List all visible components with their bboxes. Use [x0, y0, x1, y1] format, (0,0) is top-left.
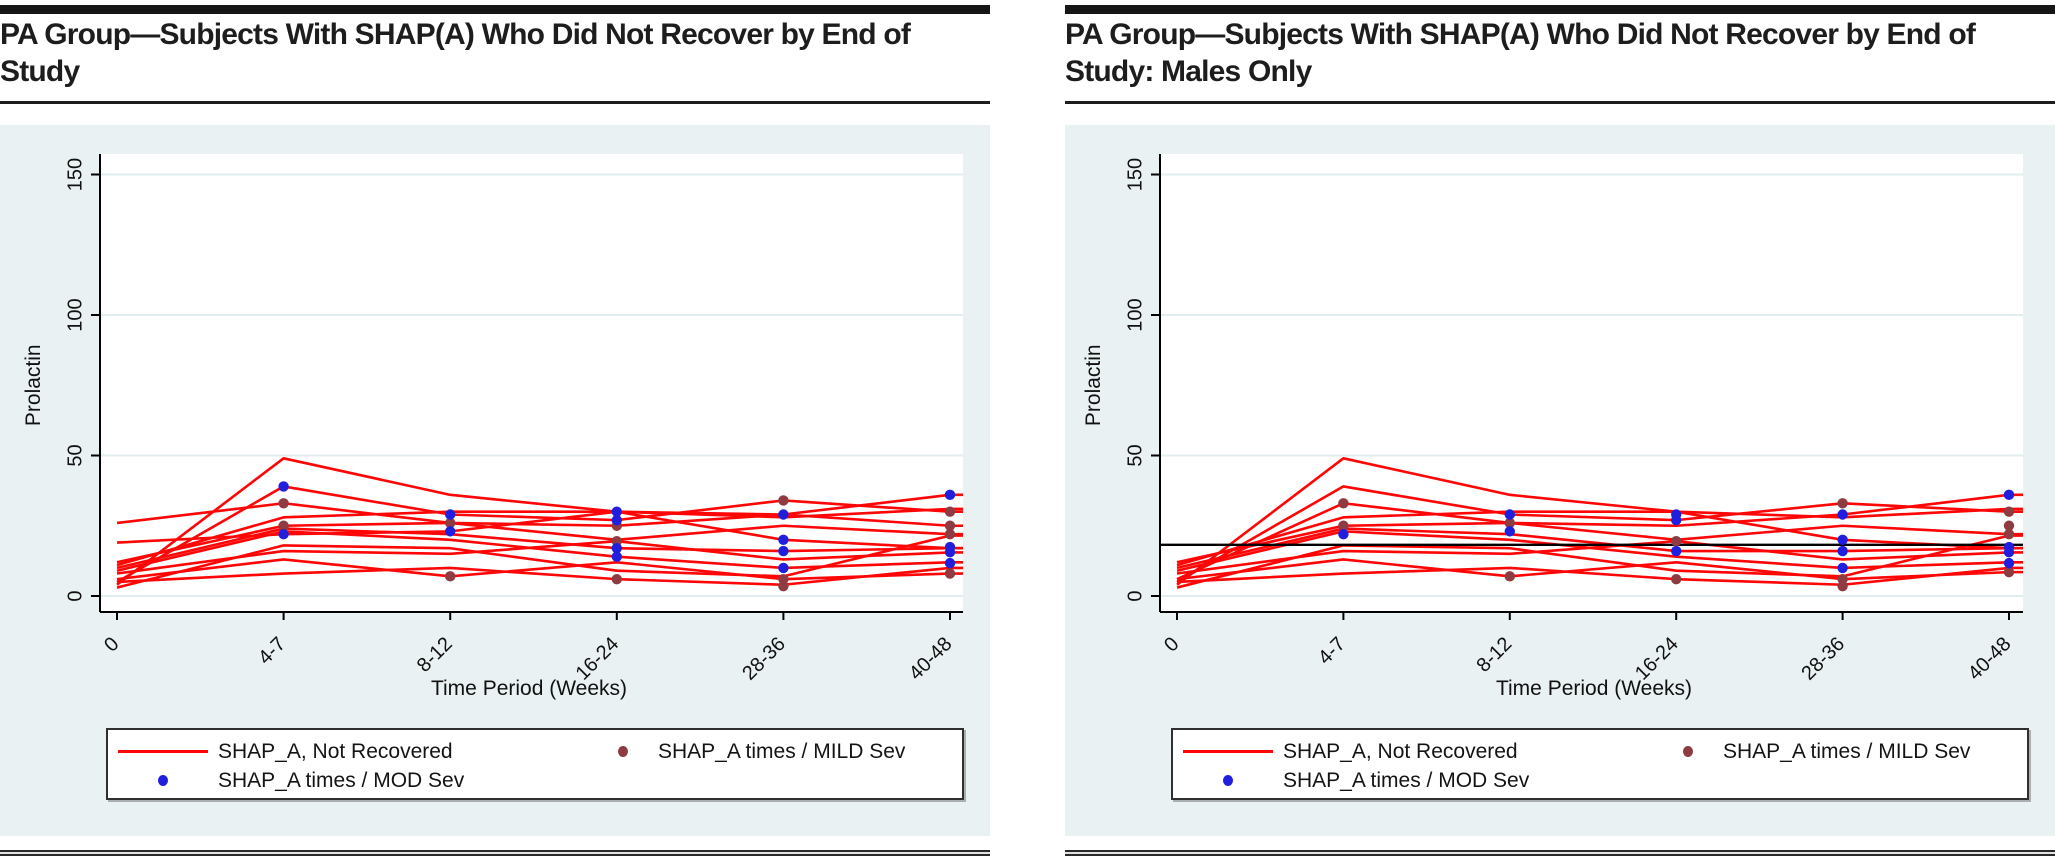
svg-text:Prolactin: Prolactin	[22, 344, 45, 426]
svg-text:50: 50	[64, 444, 86, 466]
legend-label-mod: SHAP_A times / MOD Sev	[1283, 768, 1530, 792]
title-underline	[0, 101, 990, 104]
legend-row: SHAP_A times / MOD Sev	[108, 766, 962, 795]
legend-row: SHAP_A, Not Recovered SHAP_A times / MIL…	[1173, 737, 2027, 766]
top-rule	[0, 5, 990, 14]
svg-text:0: 0	[1160, 633, 1183, 656]
legend-mod-dot-icon	[158, 775, 168, 786]
svg-text:8-12: 8-12	[1472, 633, 1516, 677]
legend-label-mild: SHAP_A times / MILD Sev	[1723, 739, 1971, 763]
panel-left: PA Group—Subjects With SHAP(A) Who Did N…	[0, 0, 990, 863]
svg-text:150: 150	[64, 158, 86, 191]
top-rule	[1065, 5, 2055, 14]
legend-mod-dot-icon	[1223, 775, 1233, 786]
svg-text:100: 100	[64, 298, 86, 331]
legend-label-not-recovered: SHAP_A, Not Recovered	[1283, 739, 1518, 763]
bottom-rule	[1065, 850, 2055, 856]
svg-text:4-7: 4-7	[254, 633, 290, 669]
bottom-rule	[0, 850, 990, 856]
plot-region: 0 50 100 150 0 4-7 8-12 16-24 28-36 40-48 Prolacti…	[0, 125, 990, 836]
svg-text:8-12: 8-12	[413, 633, 457, 677]
legend-row: SHAP_A times / MOD Sev	[1173, 766, 2027, 795]
legend-row: SHAP_A, Not Recovered SHAP_A times / MIL…	[108, 737, 962, 766]
chart-title: PA Group—Subjects With SHAP(A) Who Did N…	[0, 18, 911, 88]
svg-text:50: 50	[1124, 444, 1146, 466]
x-axis-title: Time Period (Weeks)	[1495, 677, 1693, 700]
svg-text:100: 100	[1124, 298, 1146, 331]
legend-label-mod: SHAP_A times / MOD Sev	[218, 768, 465, 792]
legend-mild-dot-icon	[618, 746, 628, 757]
legend-line-symbol	[1183, 750, 1273, 753]
svg-text:0: 0	[64, 590, 86, 601]
svg-text:150: 150	[1124, 158, 1146, 191]
legend-label-mild: SHAP_A times / MILD Sev	[658, 739, 906, 763]
svg-text:0: 0	[100, 633, 123, 656]
x-axis-title: Time Period (Weeks)	[430, 677, 628, 700]
plot-region: 0 50 100 150 0 4-7 8-12 16-24 28-36 40-48 Prolacti…	[1065, 125, 2055, 836]
svg-text:0: 0	[1124, 590, 1146, 601]
chart-title: PA Group—Subjects With SHAP(A) Who Did N…	[1065, 18, 1976, 88]
legend: SHAP_A, Not Recovered SHAP_A times / MIL…	[1171, 728, 2029, 800]
legend-line-symbol	[118, 750, 208, 753]
legend-label-not-recovered: SHAP_A, Not Recovered	[218, 739, 453, 763]
title-underline	[1065, 101, 2055, 104]
svg-text:4-7: 4-7	[1314, 633, 1350, 669]
panel-right: PA Group—Subjects With SHAP(A) Who Did N…	[1065, 0, 2055, 863]
legend-mild-dot-icon	[1683, 746, 1693, 757]
svg-text:Prolactin: Prolactin	[1082, 344, 1105, 426]
legend: SHAP_A, Not Recovered SHAP_A times / MIL…	[106, 728, 964, 800]
